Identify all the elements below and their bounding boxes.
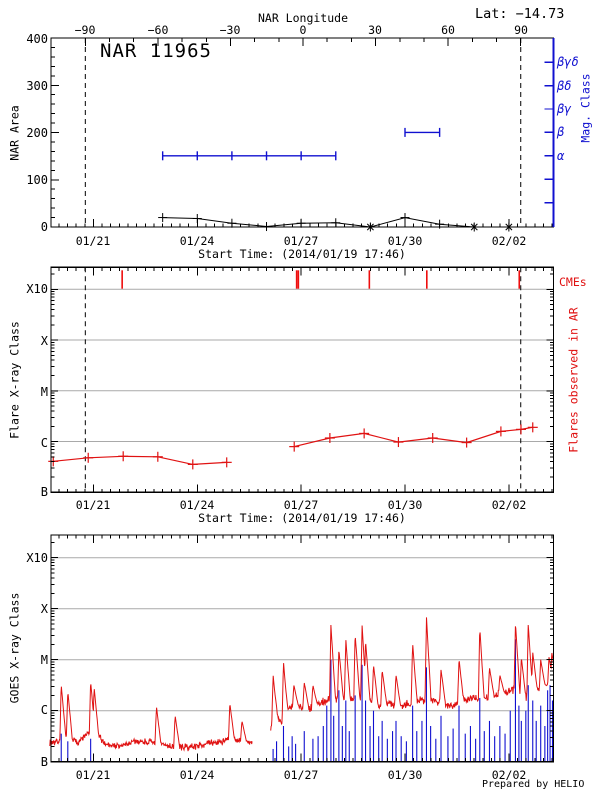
nar-area-series	[158, 213, 514, 232]
date-tick-label: 01/30	[387, 768, 423, 782]
xray-tick-label: C	[40, 436, 48, 450]
date-tick-label: 01/21	[75, 498, 111, 512]
start-time-axis-title: Start Time: (2014/01/19 17:46)	[198, 511, 406, 525]
goes-tick-label: B	[40, 755, 48, 769]
area-tick-label: 400	[26, 32, 48, 46]
goes-long-channel-series	[49, 617, 554, 752]
xray-tick-label: B	[40, 485, 48, 499]
xray-tick-label: X10	[26, 282, 48, 296]
mag-class-tick-label: βγδ	[557, 55, 579, 69]
mag-class-tick-label: α	[557, 149, 565, 163]
area-tick-label: 0	[40, 220, 48, 234]
lon-tick-label: 30	[368, 23, 382, 37]
date-tick-label: 02/02	[491, 498, 527, 512]
limb-crossing-dashed-lines	[84, 38, 522, 493]
area-tick-label: 200	[26, 126, 48, 140]
goes-short-channel-series	[60, 639, 554, 762]
cmes-label: CMEs	[559, 275, 587, 289]
goes-tick-label: M	[40, 653, 48, 667]
lon-tick-label: −60	[147, 23, 169, 37]
date-tick-label: 01/30	[387, 234, 423, 248]
goes-tick-label: C	[40, 703, 48, 717]
date-tick-label: 02/02	[491, 768, 527, 782]
date-tick-label: 01/27	[283, 234, 319, 248]
prepared-by-credit: Prepared by HELIO	[482, 779, 585, 790]
start-time-axis-title: Start Time: (2014/01/19 17:46)	[198, 247, 406, 261]
active-region-title: NAR 11965	[100, 40, 212, 62]
mag-class-tick-label: βγ	[557, 102, 572, 116]
area-tick-label: 300	[26, 79, 48, 93]
date-tick-label: 01/24	[179, 768, 215, 782]
latitude-label: Lat: −14.73	[475, 6, 565, 22]
date-tick-label: 01/24	[179, 498, 215, 512]
mag-class-axis-title: Mag. Class	[578, 73, 593, 143]
lon-tick-label: 0	[299, 23, 307, 37]
cme-event-ticks	[121, 270, 521, 289]
date-tick-label: 01/24	[179, 234, 215, 248]
lon-tick-label: −30	[219, 23, 241, 37]
xray-tick-label: M	[40, 385, 48, 399]
date-tick-label: 01/21	[75, 234, 111, 248]
date-tick-label: 01/21	[75, 768, 111, 782]
flare-series	[48, 422, 538, 470]
xray-class-gridlines	[51, 288, 554, 712]
goes-tick-label: X	[40, 602, 48, 616]
mag-class-axis	[544, 38, 555, 227]
lon-tick-label: −90	[74, 23, 96, 37]
top-axis-title: NAR Longitude	[257, 11, 349, 25]
axes-and-ticks	[50, 37, 555, 763]
goes-tick-label: X10	[26, 551, 48, 565]
xray-tick-label: X	[40, 334, 48, 348]
mag-class-tick-label: βδ	[557, 79, 572, 93]
lon-tick-label: 90	[514, 23, 528, 37]
mag-class-segments	[161, 127, 441, 161]
date-tick-label: 01/27	[283, 768, 319, 782]
goes-xray-axis-title: GOES X-ray Class	[7, 592, 22, 704]
nar-area-axis-title: NAR Area	[7, 105, 22, 161]
date-tick-label: 01/30	[387, 498, 423, 512]
flares-observed-label: Flares observed in AR	[566, 307, 581, 453]
date-tick-label: 02/02	[491, 234, 527, 248]
mag-class-tick-label: β	[557, 125, 565, 139]
lon-tick-label: 60	[441, 23, 455, 37]
flare-xray-axis-title: Flare X-ray Class	[7, 321, 22, 439]
area-tick-label: 100	[26, 173, 48, 187]
date-tick-label: 01/27	[283, 498, 319, 512]
